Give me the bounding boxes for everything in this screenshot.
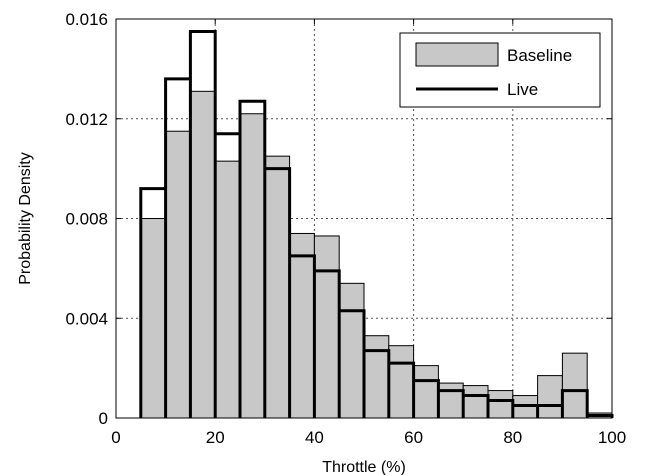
x-tick-label: 20 xyxy=(206,428,225,447)
y-tick-label: 0.004 xyxy=(65,309,108,328)
baseline-bar xyxy=(413,365,439,419)
x-tick-label: 40 xyxy=(305,428,324,447)
baseline-bars xyxy=(140,90,613,419)
baseline-bar xyxy=(239,113,266,419)
baseline-bar xyxy=(388,345,415,419)
x-tick-label: 0 xyxy=(111,428,120,447)
legend-label-baseline: Baseline xyxy=(507,46,572,65)
baseline-bar xyxy=(462,385,489,419)
baseline-bar xyxy=(214,160,241,419)
y-tick-label: 0.012 xyxy=(65,110,108,129)
x-tick-label: 60 xyxy=(404,428,423,447)
baseline-bar xyxy=(437,382,464,419)
baseline-bar xyxy=(264,155,291,419)
y-axis-ticks: 0 0.004 0.008 0.012 0.016 xyxy=(65,10,612,428)
baseline-bar xyxy=(189,90,216,419)
y-axis-label: Probability Density xyxy=(17,152,34,285)
legend: Baseline Live xyxy=(399,32,601,108)
baseline-bar xyxy=(140,218,167,419)
baseline-bar xyxy=(338,282,365,419)
y-tick-label: 0 xyxy=(99,409,108,428)
legend-label-live: Live xyxy=(507,80,538,99)
y-tick-label: 0.008 xyxy=(65,210,108,229)
x-tick-label: 80 xyxy=(503,428,522,447)
y-tick-label: 0.016 xyxy=(65,10,108,29)
legend-swatch-baseline xyxy=(415,42,499,67)
baseline-bar xyxy=(487,390,514,419)
baseline-bar xyxy=(561,352,588,419)
x-tick-label: 100 xyxy=(598,428,626,447)
baseline-bar xyxy=(165,130,191,419)
x-axis-label: Throttle (%) xyxy=(322,459,406,475)
live-outline xyxy=(139,29,614,418)
baseline-bar xyxy=(537,375,563,419)
baseline-bar xyxy=(289,232,315,419)
x-axis-ticks: 0 20 40 60 80 100 xyxy=(111,19,626,447)
baseline-bar xyxy=(363,335,390,419)
baseline-bar xyxy=(313,235,340,419)
live-bars xyxy=(139,29,614,418)
